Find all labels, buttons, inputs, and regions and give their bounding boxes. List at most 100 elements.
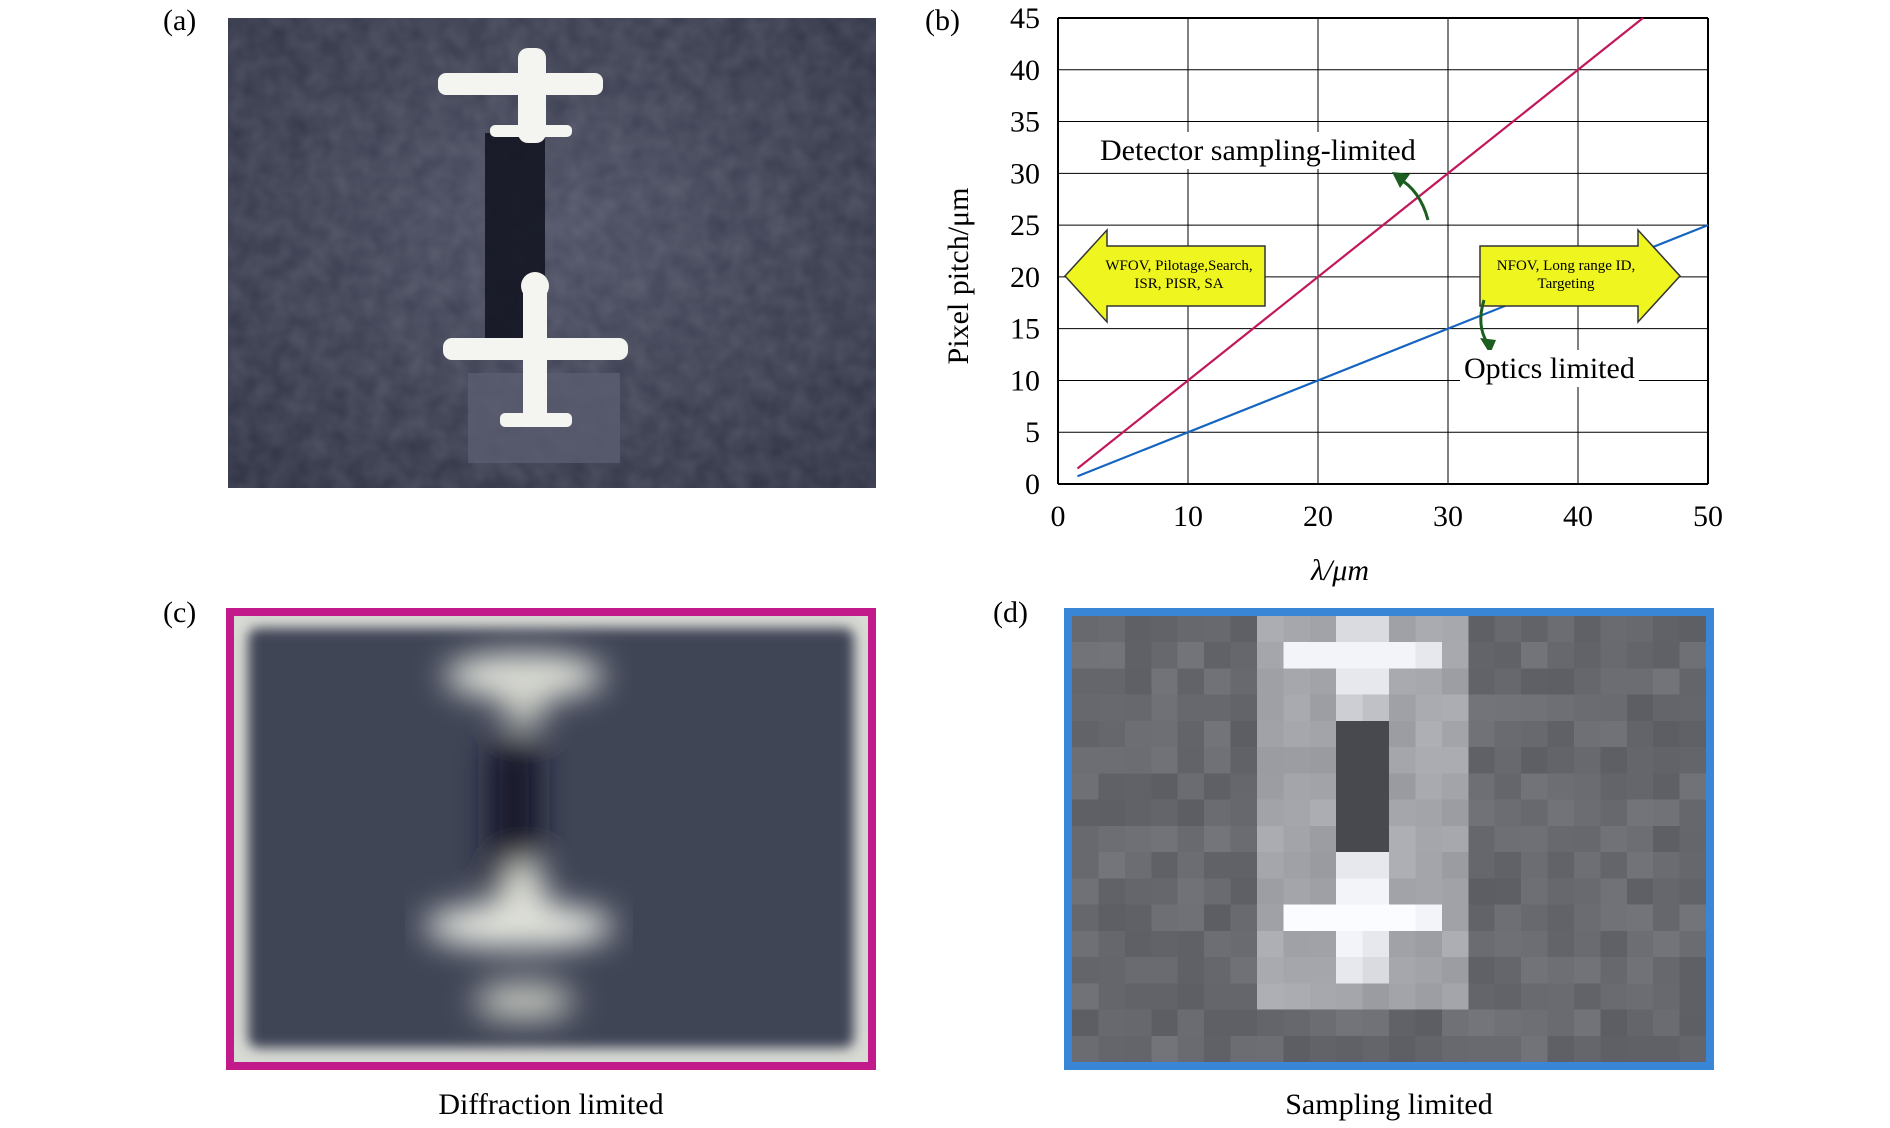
y-tick-label: 5	[1025, 416, 1040, 449]
image-pixel	[1336, 930, 1364, 958]
image-pixel	[1679, 616, 1706, 643]
image-pixel	[1151, 852, 1179, 879]
image-pixel	[1098, 668, 1126, 696]
image-pixel	[1547, 825, 1575, 853]
y-tick-label: 15	[1010, 313, 1040, 346]
image-pixel	[1415, 957, 1443, 984]
image-pixel	[1204, 694, 1232, 722]
image-pixel	[1256, 799, 1284, 827]
image-pixel	[1600, 904, 1628, 932]
image-pixel	[1679, 668, 1706, 696]
image-pixel	[1204, 878, 1232, 906]
image-pixel	[1177, 852, 1205, 879]
image-pixel	[1256, 1035, 1284, 1062]
image-pixel	[1389, 747, 1417, 775]
image-pixel	[1441, 852, 1469, 879]
image-pixel	[1521, 616, 1549, 643]
image-pixel	[1151, 642, 1179, 670]
image-pixel	[1441, 642, 1469, 670]
image-pixel	[1151, 694, 1179, 722]
image-pixel	[1415, 904, 1443, 932]
image-pixel	[1626, 720, 1654, 748]
image-pixel	[1494, 825, 1522, 853]
image-pixel	[1494, 904, 1522, 932]
image-pixel	[1098, 957, 1126, 984]
image-pixel	[1283, 694, 1311, 722]
image-pixel	[1389, 799, 1417, 827]
image-pixel	[1468, 957, 1496, 984]
image-pixel	[1283, 720, 1311, 748]
image-pixel	[1415, 694, 1443, 722]
image-pixel	[1309, 642, 1337, 670]
image-pixel	[1098, 616, 1126, 643]
image-pixel	[1177, 825, 1205, 853]
image-pixel	[1098, 642, 1126, 670]
image-pixel	[1098, 825, 1126, 853]
image-pixel	[1573, 720, 1601, 748]
image-pixel	[1256, 642, 1284, 670]
image-pixel	[1679, 904, 1706, 932]
image-pixel	[1362, 720, 1390, 748]
image-pixel	[1441, 825, 1469, 853]
image-pixel	[1256, 1009, 1284, 1037]
image-pixel	[1072, 825, 1100, 853]
arrow-annotation-text: Targeting	[1538, 276, 1595, 292]
image-pixel	[1521, 694, 1549, 722]
image-pixel	[1468, 878, 1496, 906]
image-pixel	[1177, 930, 1205, 958]
image-pixel	[1177, 904, 1205, 932]
image-pixel	[1573, 1009, 1601, 1037]
image-pixel	[1600, 930, 1628, 958]
image-pixel	[1098, 852, 1126, 879]
image-pixel	[1468, 904, 1496, 932]
image-pixel	[1362, 747, 1390, 775]
image-pixel	[1441, 773, 1469, 801]
image-pixel	[1389, 983, 1417, 1011]
image-pixel	[1204, 668, 1232, 696]
image-pixel	[1468, 694, 1496, 722]
image-pixel	[1441, 694, 1469, 722]
image-pixel	[1151, 1035, 1179, 1062]
image-pixel	[1573, 825, 1601, 853]
sampling-limited-image	[1064, 608, 1714, 1070]
image-pixel	[1573, 1035, 1601, 1062]
image-pixel	[1547, 957, 1575, 984]
image-pixel	[1547, 747, 1575, 775]
image-pixel	[1547, 694, 1575, 722]
image-pixel	[1098, 983, 1126, 1011]
image-pixel	[1177, 616, 1205, 643]
image-pixel	[1653, 747, 1681, 775]
panel-label-b: (b)	[925, 4, 960, 37]
image-pixel	[1573, 983, 1601, 1011]
image-pixel	[1441, 878, 1469, 906]
image-pixel	[1256, 825, 1284, 853]
image-pixel	[1626, 642, 1654, 670]
series-line-0	[1076, 17, 1644, 470]
image-pixel	[1309, 852, 1337, 879]
image-pixel	[1653, 957, 1681, 984]
image-pixel	[1151, 1009, 1179, 1037]
image-pixel	[1309, 930, 1337, 958]
image-pixel	[1336, 904, 1364, 932]
y-tick-label: 0	[1025, 468, 1040, 501]
image-pixel	[1230, 773, 1258, 801]
image-pixel	[1441, 1009, 1469, 1037]
image-pixel	[1547, 720, 1575, 748]
image-pixel	[1336, 1009, 1364, 1037]
image-pixel	[1600, 747, 1628, 775]
image-pixel	[1653, 1035, 1681, 1062]
image-pixel	[1204, 747, 1232, 775]
image-pixel	[1336, 1035, 1364, 1062]
image-pixel	[1283, 852, 1311, 879]
image-pixel	[1309, 720, 1337, 748]
image-pixel	[1626, 1009, 1654, 1037]
image-pixel	[1124, 694, 1152, 722]
image-pixel	[1494, 1035, 1522, 1062]
image-pixel	[1441, 668, 1469, 696]
image-pixel	[1177, 983, 1205, 1011]
image-pixel	[1283, 773, 1311, 801]
image-pixel	[1230, 878, 1258, 906]
image-pixel	[1441, 904, 1469, 932]
image-pixel	[1336, 957, 1364, 984]
image-pixel	[1468, 747, 1496, 775]
